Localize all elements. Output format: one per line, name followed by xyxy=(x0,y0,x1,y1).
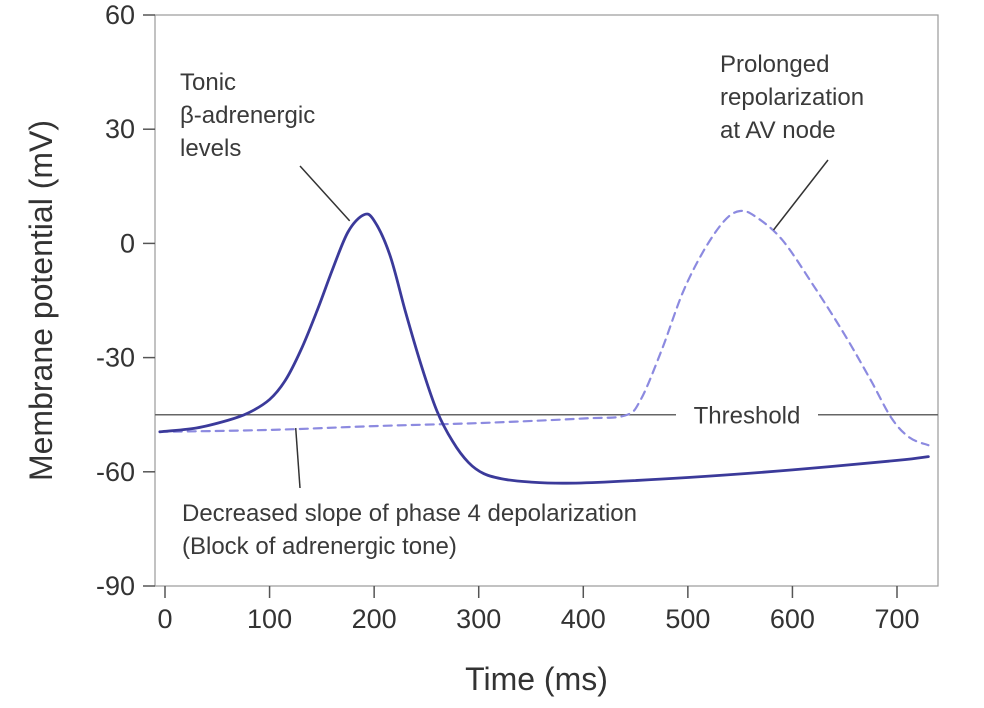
x-tick-label: 500 xyxy=(665,604,710,634)
plot-frame xyxy=(154,14,939,587)
threshold-label: Threshold xyxy=(694,403,801,430)
x-tick-label: 600 xyxy=(770,604,815,634)
y-tick-label: -30 xyxy=(96,343,135,373)
solid-series-line xyxy=(158,212,930,485)
y-tick-label: 30 xyxy=(105,114,135,144)
x-axis-title: Time (ms) xyxy=(465,661,608,697)
y-tick-label: 0 xyxy=(120,228,135,258)
annotation-leader-line xyxy=(299,165,351,222)
annotation-text: Prolonged xyxy=(720,51,829,78)
dashed-series-line xyxy=(158,209,930,447)
x-tick-label: 700 xyxy=(874,604,919,634)
annotation-leader-line xyxy=(772,159,829,231)
annotation-text: Tonic xyxy=(180,69,236,96)
annotation-text: levels xyxy=(180,135,241,162)
annotation-leader-line xyxy=(294,427,301,489)
y-tick-label: 60 xyxy=(105,0,135,30)
x-tick-label: 100 xyxy=(247,604,292,634)
annotation-text: at AV node xyxy=(720,117,836,144)
x-tick-label: 200 xyxy=(352,604,397,634)
annotation-text: Decreased slope of phase 4 depolarizatio… xyxy=(182,500,637,527)
annotation-text: β-adrenergic xyxy=(180,102,315,129)
annotation-text: repolarization xyxy=(720,84,864,111)
x-tick-label: 0 xyxy=(157,604,172,634)
annotation-text: (Block of adrenergic tone) xyxy=(182,533,457,560)
x-tick-label: 400 xyxy=(561,604,606,634)
y-tick-label: -90 xyxy=(96,571,135,601)
x-tick-label: 300 xyxy=(456,604,501,634)
y-tick-label: -60 xyxy=(96,457,135,487)
y-axis-title: Membrane potential (mV) xyxy=(23,120,59,481)
